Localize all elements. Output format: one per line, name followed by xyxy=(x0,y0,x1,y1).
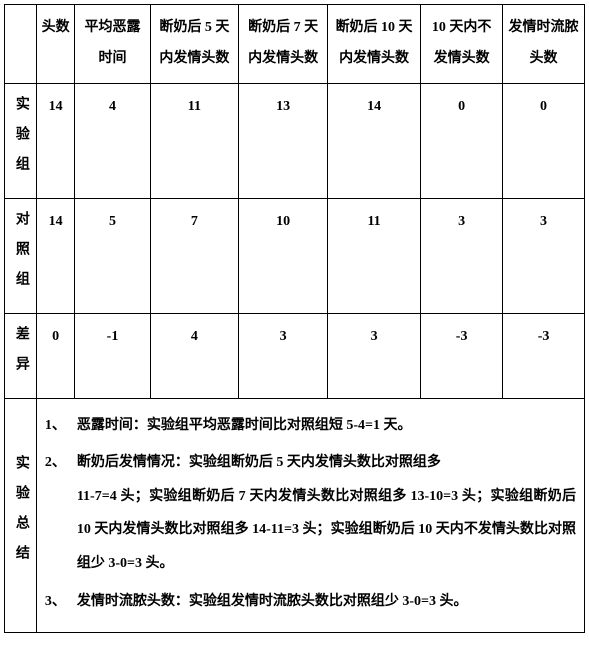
data-table: 头数 平均恶露时间 断奶后 5 天内发情头数 断奶后 7 天内发情头数 断奶后 … xyxy=(4,4,585,633)
cell: -3 xyxy=(503,313,585,398)
header-col-6: 10 天内不发情头数 xyxy=(421,5,503,84)
table-header-row: 头数 平均恶露时间 断奶后 5 天内发情头数 断奶后 7 天内发情头数 断奶后 … xyxy=(5,5,585,84)
item-text: 断奶后发情情况：实验组断奶后 5 天内发情头数比对照组多 xyxy=(77,455,441,470)
row-label-diff: 差异 xyxy=(5,313,37,398)
header-col-5: 断奶后 10 天内发情头数 xyxy=(327,5,420,84)
list-item: 3、发情时流脓头数：实验组发情时流脓头数比对照组少 3-0=3 头。 xyxy=(45,585,576,619)
list-item: 1、恶露时间：实验组平均恶露时间比对照组短 5-4=1 天。 xyxy=(45,409,576,443)
cell: 14 xyxy=(36,83,75,198)
item-number: 1、 xyxy=(45,409,77,443)
cell: 0 xyxy=(36,313,75,398)
item-number: 2、 xyxy=(45,446,77,480)
cell: -1 xyxy=(75,313,150,398)
cell: -3 xyxy=(421,313,503,398)
cell: 0 xyxy=(503,83,585,198)
item-text-cont: 11-7=4 头；实验组断奶后 7 天内发情头数比对照组多 13-10=3 头；… xyxy=(45,480,576,581)
cell: 13 xyxy=(239,83,328,198)
row-label-summary: 实验总结 xyxy=(5,398,37,633)
row-label-experiment: 实验组 xyxy=(5,83,37,198)
cell: 3 xyxy=(503,198,585,313)
table-summary-row: 实验总结 1、恶露时间：实验组平均恶露时间比对照组短 5-4=1 天。 2、断奶… xyxy=(5,398,585,633)
header-col-2: 平均恶露时间 xyxy=(75,5,150,84)
item-number: 3、 xyxy=(45,585,77,619)
cell: 5 xyxy=(75,198,150,313)
table-row: 对照组 14 5 7 10 11 3 3 xyxy=(5,198,585,313)
cell: 10 xyxy=(239,198,328,313)
cell: 3 xyxy=(239,313,328,398)
summary-list: 1、恶露时间：实验组平均恶露时间比对照组短 5-4=1 天。 2、断奶后发情情况… xyxy=(45,409,576,619)
header-blank xyxy=(5,5,37,84)
cell: 3 xyxy=(327,313,420,398)
summary-cell: 1、恶露时间：实验组平均恶露时间比对照组短 5-4=1 天。 2、断奶后发情情况… xyxy=(36,398,584,633)
item-text: 发情时流脓头数：实验组发情时流脓头数比对照组少 3-0=3 头。 xyxy=(77,594,468,609)
cell: 4 xyxy=(75,83,150,198)
cell: 14 xyxy=(36,198,75,313)
row-label-control: 对照组 xyxy=(5,198,37,313)
header-col-4: 断奶后 7 天内发情头数 xyxy=(239,5,328,84)
header-col-3: 断奶后 5 天内发情头数 xyxy=(150,5,239,84)
item-text: 恶露时间：实验组平均恶露时间比对照组短 5-4=1 天。 xyxy=(77,418,412,433)
header-col-1: 头数 xyxy=(36,5,75,84)
header-col-7: 发情时流脓头数 xyxy=(503,5,585,84)
cell: 3 xyxy=(421,198,503,313)
table-row: 差异 0 -1 4 3 3 -3 -3 xyxy=(5,313,585,398)
cell: 11 xyxy=(150,83,239,198)
cell: 7 xyxy=(150,198,239,313)
list-item: 2、断奶后发情情况：实验组断奶后 5 天内发情头数比对照组多 11-7=4 头；… xyxy=(45,446,576,580)
table-row: 实验组 14 4 11 13 14 0 0 xyxy=(5,83,585,198)
cell: 0 xyxy=(421,83,503,198)
cell: 4 xyxy=(150,313,239,398)
cell: 14 xyxy=(327,83,420,198)
cell: 11 xyxy=(327,198,420,313)
